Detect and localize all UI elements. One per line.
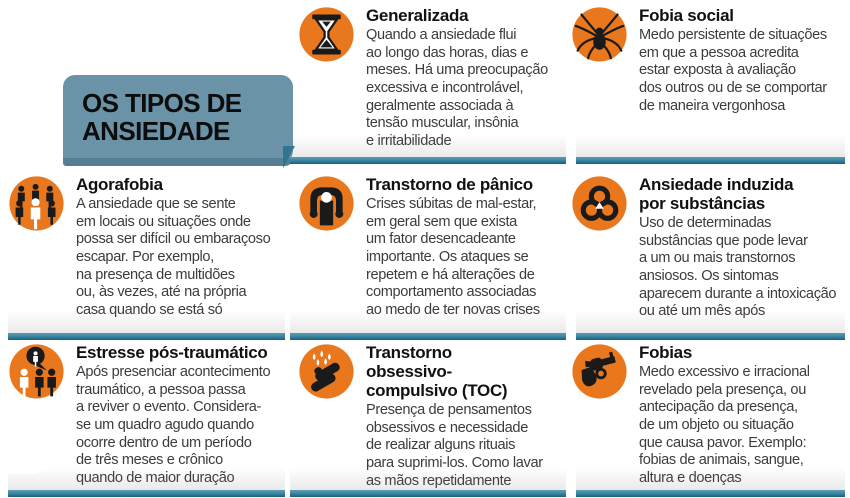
section-body: Após presenciar acontecimento traumático… xyxy=(76,364,271,486)
section-body: A ansiedade que se sente em locais ou si… xyxy=(76,196,271,318)
separator-bar xyxy=(576,311,845,340)
section-body: Quando a ansiedade flui ao longo das hor… xyxy=(366,27,548,149)
page-title: OS TIPOS DE ANSIEDADE xyxy=(82,88,242,146)
hourglass-icon xyxy=(298,6,355,63)
title-cell: OS TIPOS DE ANSIEDADE xyxy=(0,0,293,166)
section-transtorno-de-panico: Transtorno de pânico Crises súbitas de m… xyxy=(290,166,566,333)
section-title: Ansiedade induzida por substâncias xyxy=(639,175,794,214)
separator-bar xyxy=(290,468,566,497)
spider-icon xyxy=(571,6,628,63)
section-toc: Transtorno obsessivo- compulsivo (TOC) P… xyxy=(290,333,566,498)
section-fobia-social: Fobia social Medo persistente de situaçõ… xyxy=(571,0,850,166)
washing-hands-icon xyxy=(298,343,355,400)
section-ansiedade-induzida: Ansiedade induzida por substâncias Uso d… xyxy=(571,166,850,333)
biohazard-icon xyxy=(571,175,628,232)
separator-bar xyxy=(290,135,566,164)
separator-bar xyxy=(8,468,285,497)
section-estresse-pos-traumatico: Estresse pós-traumático Após presenciar … xyxy=(0,333,285,498)
section-body: Crises súbitas de mal-estar, em geral se… xyxy=(366,196,540,318)
section-title: Agorafobia xyxy=(76,175,163,194)
section-title: Transtorno obsessivo- compulsivo (TOC) xyxy=(366,343,508,401)
section-agorafobia: Agorafobia A ansiedade que se sente em l… xyxy=(0,166,285,333)
crowd-icon xyxy=(8,175,65,232)
separator-bar xyxy=(290,311,566,340)
section-title: Fobias xyxy=(639,343,692,362)
section-body: Uso de determinadas substâncias que pode… xyxy=(639,215,837,319)
separator-bar xyxy=(576,135,845,164)
revolver-icon xyxy=(571,343,628,400)
section-title: Generalizada xyxy=(366,6,469,25)
trauma-people-icon xyxy=(8,343,65,400)
section-body: Medo persistente de situações em que a p… xyxy=(639,27,827,114)
section-fobias: Fobias Medo excessivo e irracional revel… xyxy=(571,333,850,498)
title-box: OS TIPOS DE ANSIEDADE xyxy=(63,75,293,166)
section-title: Fobia social xyxy=(639,6,734,25)
separator-bar xyxy=(8,311,285,340)
section-body: Medo excessivo e irracional revelado pel… xyxy=(639,364,810,486)
section-title: Estresse pós-traumático xyxy=(76,343,268,362)
section-body: Presença de pensamentos obsessivos e nec… xyxy=(366,402,543,489)
panicked-person-icon xyxy=(298,175,355,232)
title-box-strip xyxy=(63,158,293,166)
section-title: Transtorno de pânico xyxy=(366,175,533,194)
section-generalizada: Generalizada Quando a ansiedade flui ao … xyxy=(290,0,566,166)
separator-bar xyxy=(576,468,845,497)
